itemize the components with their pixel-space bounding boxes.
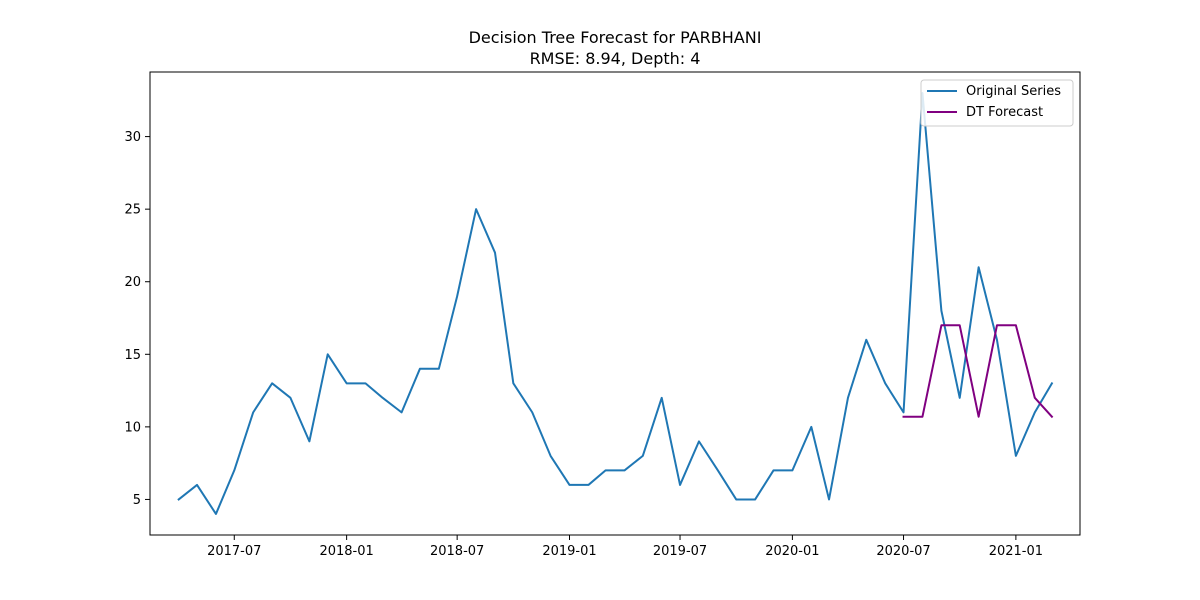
x-axis: 2017-07 2018-01 2018-07 2019-01 2019-07 2020-… [207, 535, 1043, 559]
y-tick-label: 30 [124, 130, 141, 145]
y-tick-label: 10 [124, 420, 141, 435]
x-tick-label: 2019-01 [542, 544, 596, 559]
y-tick-label: 25 [124, 203, 141, 218]
legend: Original Series DT Forecast [920, 79, 1074, 127]
y-tick-label: 20 [124, 275, 141, 290]
chart-subtitle: RMSE: 8.94, Depth: 4 [530, 49, 701, 68]
legend-box [920, 79, 1074, 127]
x-tick-label: 2018-07 [430, 544, 484, 559]
x-tick-label: 2020-01 [765, 544, 819, 559]
x-tick-label: 2019-07 [653, 544, 707, 559]
x-tick-label: 2021-01 [989, 544, 1043, 559]
x-tick-label: 2020-07 [876, 544, 930, 559]
series-line-original-series [177, 92, 1054, 515]
chart-title: Decision Tree Forecast for PARBHANI [469, 28, 762, 47]
y-tick-label: 5 [133, 493, 141, 508]
y-tick-label: 15 [124, 348, 141, 363]
x-tick-label: 2017-07 [207, 544, 261, 559]
legend-label-dt-forecast: DT Forecast [966, 105, 1043, 120]
y-axis: 5 10 15 20 25 30 [124, 130, 150, 508]
series-layer [177, 92, 1054, 515]
series-line-dt-forecast [902, 324, 1054, 419]
plot-frame [149, 71, 1081, 536]
legend-label-original-series: Original Series [966, 84, 1061, 99]
x-tick-label: 2018-01 [319, 544, 373, 559]
